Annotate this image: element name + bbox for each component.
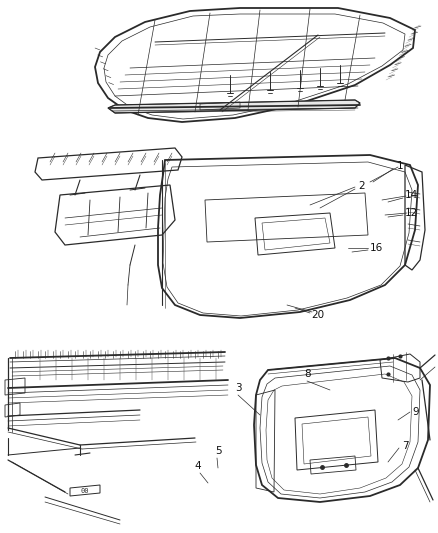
Text: 16: 16: [369, 243, 383, 253]
Polygon shape: [108, 100, 360, 113]
Text: 3: 3: [235, 383, 241, 393]
Text: 7: 7: [402, 441, 408, 451]
Text: 9: 9: [413, 407, 419, 417]
Text: 1: 1: [397, 161, 403, 171]
Text: 8: 8: [305, 369, 311, 379]
Text: 12: 12: [404, 208, 417, 218]
Text: 2: 2: [359, 181, 365, 191]
Text: 4: 4: [194, 461, 201, 471]
Text: 20: 20: [311, 310, 325, 320]
Text: 5: 5: [215, 446, 223, 456]
Text: 00: 00: [81, 488, 89, 494]
Text: 14: 14: [404, 190, 417, 200]
